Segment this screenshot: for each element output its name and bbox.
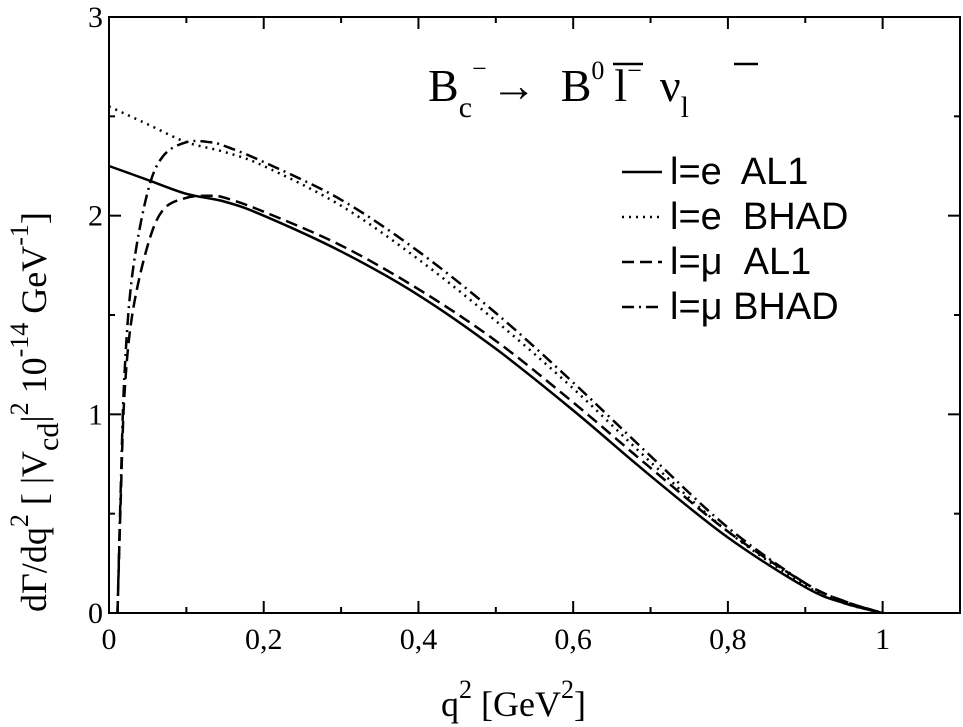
legend-label-3: l=μ AL1 xyxy=(670,241,811,283)
x-tick-label: 0 xyxy=(102,623,117,656)
y-tick-label: 1 xyxy=(88,398,103,431)
series-line-4 xyxy=(116,139,884,615)
legend-label-4: l=μ BHAD xyxy=(670,286,839,328)
legend-label-1: l=e AL1 xyxy=(670,151,808,193)
series-line-3 xyxy=(116,194,884,615)
x-tick-label: 0,8 xyxy=(709,623,747,656)
y-tick-label: 0 xyxy=(88,597,103,630)
series-line-1 xyxy=(108,164,883,615)
x-tick-label: 0,6 xyxy=(554,623,592,656)
tick-labels: 0 0,2 0,4 0,6 0,8 1 0 1 2 3 xyxy=(88,1,890,656)
legend-label-2: l=e BHAD xyxy=(670,196,848,238)
ticks xyxy=(108,16,961,614)
x-tick-label: 0,4 xyxy=(400,623,438,656)
chart-title: Bc−→ B0 l− νl xyxy=(428,54,689,124)
x-axis-title: q2 [GeV2] xyxy=(441,675,586,724)
y-tick-label: 3 xyxy=(88,1,103,34)
x-tick-label: 1 xyxy=(875,623,890,656)
x-tick-label: 0,2 xyxy=(245,623,283,656)
y-axis-title: dΓ/dq2 [ |Vcd|2 10-14 GeV-1] xyxy=(5,212,65,612)
series-group xyxy=(108,105,884,615)
y-tick-label: 2 xyxy=(88,200,103,233)
